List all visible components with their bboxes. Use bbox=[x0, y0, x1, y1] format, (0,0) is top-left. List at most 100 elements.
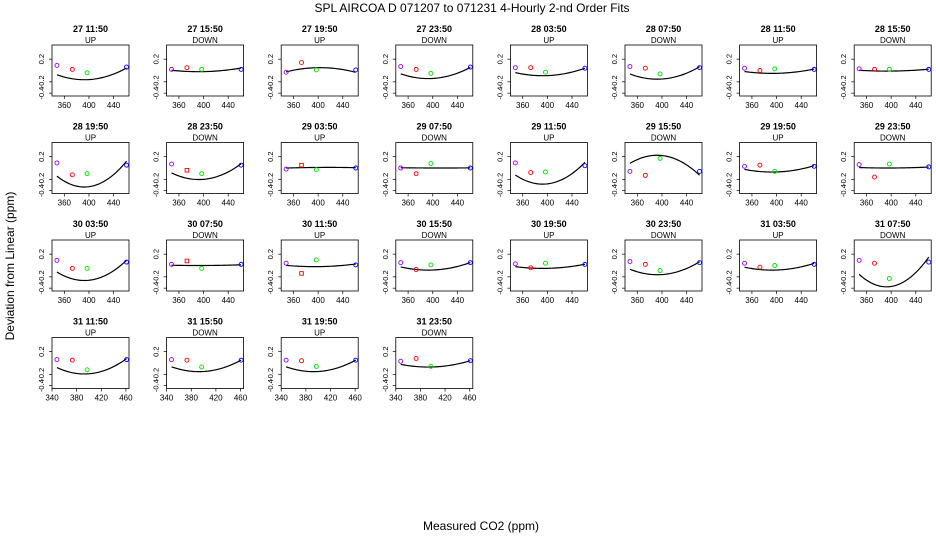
x-tick-label: 400 bbox=[197, 101, 211, 110]
fit-curve bbox=[630, 67, 700, 79]
panel-time-label: 28 11:50 bbox=[761, 24, 796, 34]
x-tick-label: 440 bbox=[451, 101, 465, 110]
panel-time-label: 28 03:50 bbox=[531, 24, 567, 34]
panel: 28 19:50UP0.2-0.2-0.4360 400 440 bbox=[37, 122, 129, 208]
x-tick-label: 400 bbox=[884, 199, 898, 208]
panel-direction-label: UP bbox=[314, 231, 325, 240]
panel-direction-label: DOWN bbox=[422, 231, 448, 240]
panel-time-label: 31 19:50 bbox=[302, 317, 338, 327]
x-tick-label: 400 bbox=[655, 296, 669, 305]
x-tick-label: 360 bbox=[516, 101, 530, 110]
fit-curve bbox=[515, 162, 585, 184]
y-tick-label: 0.2 bbox=[266, 54, 275, 64]
y-tick-label: 0.2 bbox=[495, 249, 504, 259]
data-point bbox=[414, 356, 418, 360]
y-tick-label: 0.2 bbox=[725, 151, 734, 161]
x-tick-label: 440 bbox=[222, 199, 236, 208]
panel-direction-label: DOWN bbox=[192, 329, 218, 338]
data-point bbox=[513, 66, 517, 70]
panel-time-label: 28 07:50 bbox=[646, 24, 682, 34]
x-tick-label: 400 bbox=[884, 296, 898, 305]
data-point bbox=[429, 161, 433, 165]
panel-direction-label: DOWN bbox=[192, 36, 218, 45]
data-point bbox=[70, 67, 74, 71]
panel-frame bbox=[396, 45, 473, 96]
panel-direction-label: UP bbox=[85, 134, 96, 143]
data-point bbox=[658, 72, 662, 76]
chart-title: SPL AIRCOA D 071207 to 071231 4-Hourly 2… bbox=[314, 1, 629, 15]
fit-curve bbox=[859, 257, 929, 287]
x-axis-label: Measured CO2 (ppm) bbox=[423, 519, 539, 533]
panel: 27 15:50 DOWN 0.2 -0.2-0.4 360 400 440 bbox=[152, 24, 244, 110]
x-tick-label: 440 bbox=[336, 296, 350, 305]
panel-direction-label: UP bbox=[773, 134, 784, 143]
x-tick-label: 440 bbox=[336, 101, 350, 110]
panel-time-label: 31 07:50 bbox=[875, 219, 911, 229]
panel-direction-label: UP bbox=[314, 36, 325, 45]
fit-curve bbox=[630, 155, 700, 175]
y-tick-label: -0.4 bbox=[37, 87, 46, 100]
panel-direction-label: UP bbox=[85, 231, 96, 240]
x-tick-label: 400 bbox=[541, 199, 555, 208]
x-tick-label: 400 bbox=[197, 296, 211, 305]
y-tick-label: -0.4 bbox=[37, 379, 46, 392]
panel-time-label: 29 23:50 bbox=[875, 122, 911, 132]
x-tick-label: 340 bbox=[389, 394, 403, 403]
panel: 27 11:50UP0.2-0.2-0.4360 400 440 bbox=[37, 24, 129, 110]
data-point bbox=[758, 265, 762, 269]
panel-direction-label: DOWN bbox=[651, 36, 677, 45]
data-point bbox=[170, 162, 174, 166]
x-tick-label: 340 bbox=[275, 394, 289, 403]
panel-direction-label: UP bbox=[773, 36, 784, 45]
panel: 31 11:50UP0.2-0.2-0.4340 380 420 460 bbox=[37, 317, 133, 403]
y-tick-label: -0.2 bbox=[152, 173, 161, 186]
x-tick-label: 440 bbox=[565, 199, 579, 208]
data-point bbox=[429, 263, 433, 267]
fit-curve bbox=[286, 167, 356, 168]
y-tick-label: -0.4 bbox=[266, 87, 275, 100]
y-tick-label: -0.2 bbox=[381, 75, 390, 88]
x-tick-label: 400 bbox=[426, 101, 440, 110]
x-tick-label: 440 bbox=[107, 101, 121, 110]
panel-time-label: 31 11:50 bbox=[73, 317, 108, 327]
x-tick-label: 400 bbox=[82, 101, 96, 110]
panel-time-label: 28 23:50 bbox=[187, 122, 223, 132]
panel-time-label: 31 15:50 bbox=[187, 317, 223, 327]
x-tick-label: 380 bbox=[414, 394, 428, 403]
y-tick-label: -0.2 bbox=[495, 270, 504, 283]
y-tick-label: 0.2 bbox=[381, 346, 390, 356]
fit-curve bbox=[286, 68, 356, 73]
y-tick-label: -0.4 bbox=[381, 87, 390, 100]
y-tick-label: -0.4 bbox=[610, 184, 619, 197]
x-tick-label: 420 bbox=[324, 394, 338, 403]
x-tick-label: 440 bbox=[222, 101, 236, 110]
data-point bbox=[544, 261, 548, 265]
data-point bbox=[658, 156, 662, 160]
x-tick-label: 440 bbox=[565, 101, 579, 110]
x-tick-label: 340 bbox=[160, 394, 174, 403]
panel: 28 07:50DOWN0.2-0.2-0.4360 400 440 bbox=[610, 24, 702, 110]
data-point bbox=[743, 66, 747, 70]
y-tick-label: -0.4 bbox=[266, 184, 275, 197]
data-point bbox=[354, 68, 358, 72]
y-tick-label: 0.2 bbox=[152, 249, 161, 259]
y-tick-label: -0.2 bbox=[37, 173, 46, 186]
x-tick-label: 400 bbox=[541, 296, 555, 305]
data-point bbox=[300, 163, 304, 167]
panel-direction-label: DOWN bbox=[880, 134, 906, 143]
x-tick-label: 360 bbox=[860, 199, 874, 208]
panel: 28 11:50UP0.2-0.2-0.4360 400 440 bbox=[725, 24, 817, 110]
x-tick-label: 440 bbox=[336, 199, 350, 208]
y-tick-label: -0.2 bbox=[725, 75, 734, 88]
x-tick-label: 360 bbox=[745, 101, 759, 110]
x-tick-label: 360 bbox=[172, 101, 186, 110]
y-tick-label: 0.2 bbox=[381, 249, 390, 259]
data-point bbox=[643, 66, 647, 70]
fit-curve bbox=[172, 164, 242, 180]
panel-frame bbox=[52, 338, 129, 389]
x-tick-label: 360 bbox=[860, 296, 874, 305]
data-point bbox=[314, 168, 318, 172]
panel-time-label: 28 19:50 bbox=[73, 122, 109, 132]
panel-time-label: 27 15:50 bbox=[187, 24, 223, 34]
